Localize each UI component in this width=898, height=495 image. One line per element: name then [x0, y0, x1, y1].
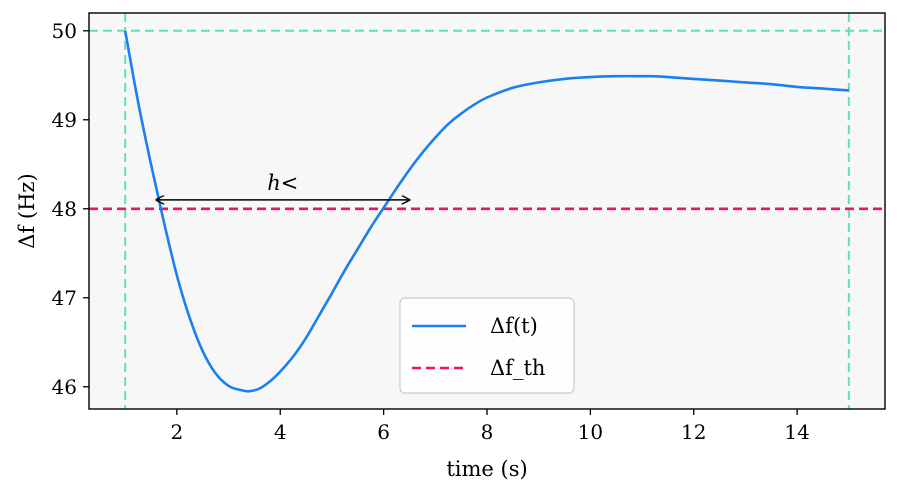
- x-tick-label: 4: [274, 420, 287, 444]
- x-tick-label: 2: [171, 420, 184, 444]
- x-tick-label: 10: [578, 420, 603, 444]
- x-tick-label: 14: [784, 420, 809, 444]
- x-tick-label: 8: [481, 420, 494, 444]
- y-tick-label: 50: [52, 19, 77, 43]
- annotation-label: h<: [267, 171, 298, 195]
- signal-line: [123, 30, 849, 393]
- y-tick-label: 48: [52, 197, 77, 221]
- x-axis-label: time (s): [446, 457, 527, 481]
- y-axis-label: Δf (Hz): [15, 173, 39, 248]
- x-tick-label: 6: [377, 420, 390, 444]
- y-tick-label: 49: [52, 108, 77, 132]
- legend: Δf(t) Δf_th: [399, 297, 575, 394]
- x-tick-label: 12: [681, 420, 706, 444]
- y-tick-label: 46: [52, 375, 77, 399]
- legend-label-threshold: Δf_th: [490, 356, 545, 380]
- y-tick-label: 47: [52, 286, 77, 310]
- legend-label-signal: Δf(t): [490, 314, 538, 338]
- legend-box: [399, 297, 575, 394]
